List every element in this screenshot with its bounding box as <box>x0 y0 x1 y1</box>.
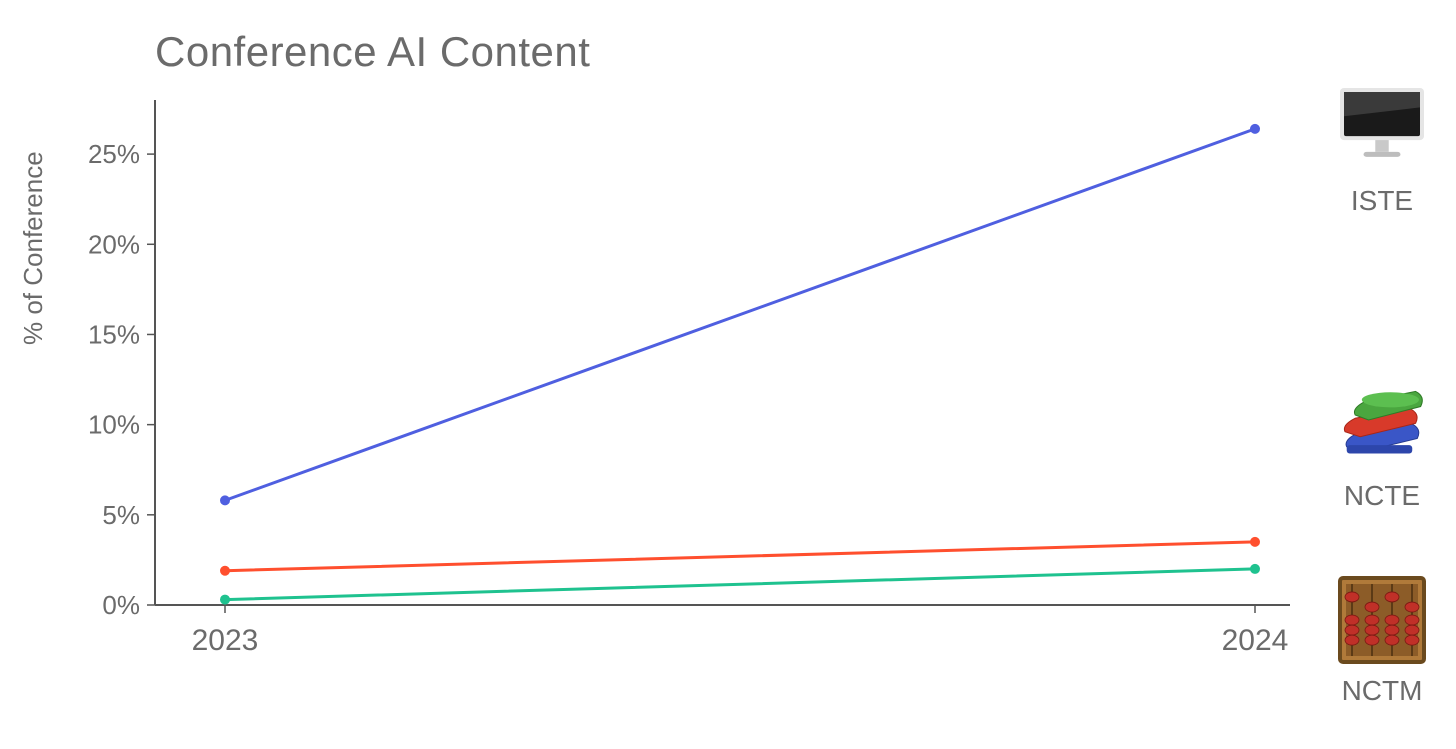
legend-icon-computer-icon <box>1340 88 1424 157</box>
line-chart: 0% 5% 10% 15% 20% 25% 2023 2024 ISTE NCTE NCTM <box>0 0 1456 749</box>
series-line-iste <box>225 129 1255 501</box>
x-tick-label: 2024 <box>1222 624 1289 657</box>
y-tick-label: 15% <box>88 319 140 349</box>
data-point <box>1250 564 1260 574</box>
y-tick-label: 5% <box>102 500 140 530</box>
legend-icon-books-icon <box>1344 391 1422 453</box>
legend-label: ISTE <box>1351 185 1413 216</box>
legend-label: NCTM <box>1342 675 1423 706</box>
y-tick-label: 0% <box>102 590 140 620</box>
y-tick-label: 20% <box>88 229 140 259</box>
chart-container: { "chart": { "type": "line", "title": "C… <box>0 0 1456 749</box>
y-tick-label: 25% <box>88 139 140 169</box>
y-tick-label: 10% <box>88 410 140 440</box>
series-line-ncte <box>225 542 1255 571</box>
data-point <box>1250 537 1260 547</box>
series-line-nctm <box>225 569 1255 600</box>
data-point <box>220 595 230 605</box>
data-point <box>220 495 230 505</box>
legend-label: NCTE <box>1344 480 1420 511</box>
data-point <box>220 566 230 576</box>
data-point <box>1250 124 1260 134</box>
legend-icon-abacus-icon <box>1340 578 1424 662</box>
x-tick-label: 2023 <box>192 624 259 657</box>
